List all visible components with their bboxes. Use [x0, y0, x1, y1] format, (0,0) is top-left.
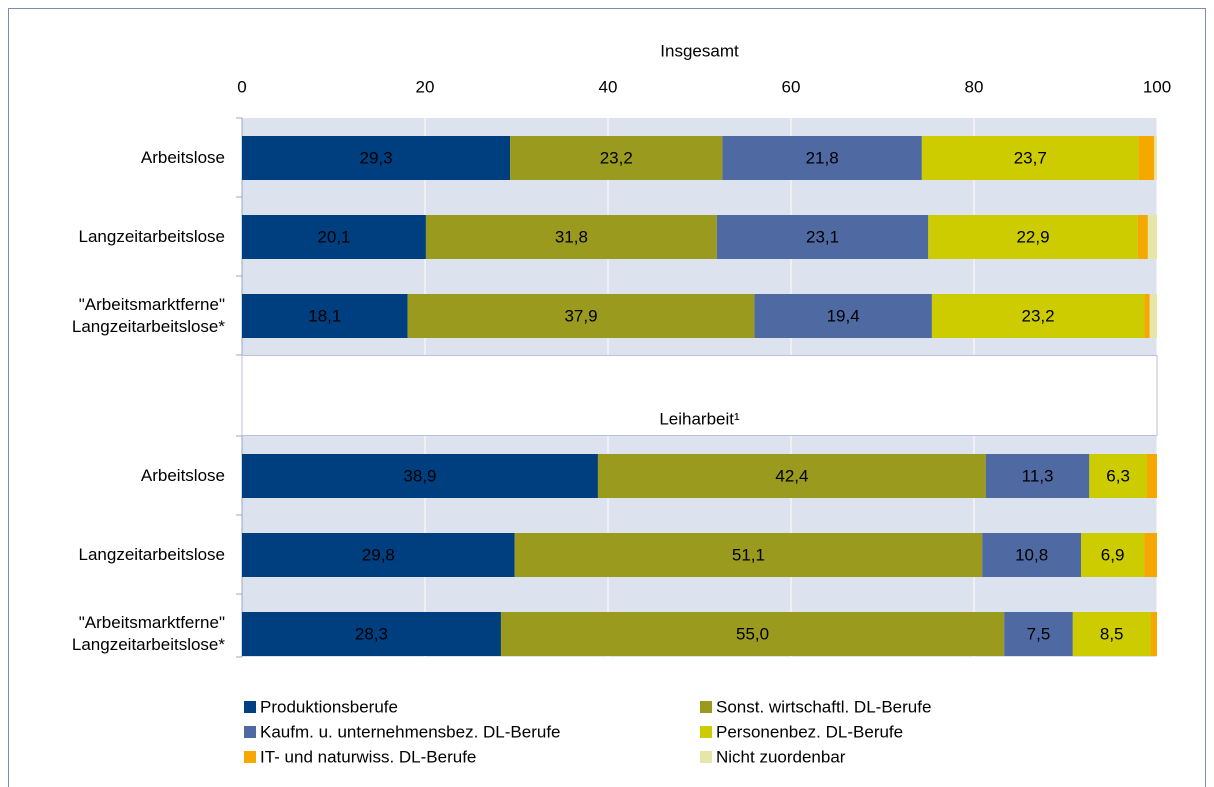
value-label: 20,1 — [317, 227, 350, 246]
legend-swatch — [700, 726, 712, 738]
y-tick-label: "Arbeitsmarktferne" Langzeitarbeitslose* — [71, 295, 225, 336]
value-label: 51,1 — [732, 545, 765, 564]
bar-segment: Produktionsberufe — [242, 533, 515, 577]
bar-segment: Kaufm. u. unternehmensbez. DL-Berufe — [985, 454, 1090, 498]
legend-label: Nicht zuordenbar — [716, 747, 846, 766]
bar-segment: Personenbez. DL-Berufe — [928, 215, 1138, 259]
value-label: 23,2 — [600, 148, 633, 167]
bar-segment: Nicht zuordenbar — [1149, 294, 1157, 338]
bar-segment: IT- und naturwiss. DL-Berufe — [1138, 136, 1155, 180]
value-label: 28,3 — [355, 624, 388, 643]
bar-segment: Produktionsberufe — [242, 612, 501, 656]
y-tick-label: Arbeitslose — [140, 148, 225, 167]
value-label: 23,1 — [806, 227, 839, 246]
x-tick-label: 60 — [782, 77, 801, 96]
bar-segment: Personenbez. DL-Berufe — [1072, 612, 1151, 656]
frame — [8, 8, 1206, 787]
bar-segment: IT- und naturwiss. DL-Berufe — [1137, 215, 1148, 259]
bar-segment: Nicht zuordenbar — [1147, 215, 1157, 259]
bar-segment: Sonst. wirtschaftl. DL-Berufe — [407, 294, 755, 338]
x-tick-label: 100 — [1143, 77, 1171, 96]
value-label: 31,8 — [555, 227, 588, 246]
x-tick-label: 40 — [599, 77, 618, 96]
legend-label: Personenbez. DL-Berufe — [716, 722, 903, 741]
value-label: 37,9 — [564, 306, 597, 325]
bar-segment: Produktionsberufe — [242, 215, 426, 259]
bar-segment: Produktionsberufe — [242, 294, 408, 338]
bar-segment: Kaufm. u. unternehmensbez. DL-Berufe — [754, 294, 932, 338]
bar-segment: Sonst. wirtschaftl. DL-Berufe — [500, 612, 1005, 656]
value-label: 8,5 — [1100, 624, 1124, 643]
value-label: 6,9 — [1101, 545, 1125, 564]
value-label: 38,9 — [403, 466, 436, 485]
legend-swatch — [244, 726, 256, 738]
value-label: 19,4 — [827, 306, 860, 325]
value-label: 23,7 — [1014, 148, 1047, 167]
value-label: 21,8 — [806, 148, 839, 167]
bar-segment: Sonst. wirtschaftl. DL-Berufe — [425, 215, 717, 259]
bar-segment: IT- und naturwiss. DL-Berufe — [1150, 612, 1157, 656]
value-label: 7,5 — [1027, 624, 1051, 643]
value-label: 11,3 — [1022, 466, 1054, 485]
value-label: 22,9 — [1016, 227, 1049, 246]
y-tick-label: "Arbeitsmarktferne" Langzeitarbeitslose* — [71, 613, 225, 654]
bar-segment: Sonst. wirtschaftl. DL-Berufe — [597, 454, 986, 498]
panel-title: Leiharbeit¹ — [659, 409, 740, 428]
bar-segment: IT- und naturwiss. DL-Berufe — [1144, 294, 1150, 338]
bar-segment: Kaufm. u. unternehmensbez. DL-Berufe — [1004, 612, 1073, 656]
bar-segment: Personenbez. DL-Berufe — [931, 294, 1145, 338]
bar-segment: Produktionsberufe — [242, 136, 511, 180]
x-tick-label: 80 — [965, 77, 984, 96]
bar-segment: Personenbez. DL-Berufe — [1089, 454, 1147, 498]
value-label: 6,3 — [1106, 466, 1130, 485]
x-tick-label: 0 — [237, 77, 246, 96]
legend-label: Produktionsberufe — [260, 697, 398, 716]
bar-segment: Kaufm. u. unternehmensbez. DL-Berufe — [722, 136, 922, 180]
y-tick-label: Langzeitarbeitslose — [78, 545, 225, 564]
panel-title: Insgesamt — [660, 41, 739, 60]
value-label: 23,2 — [1022, 306, 1055, 325]
value-label: 18,1 — [308, 306, 341, 325]
bar-segment: Personenbez. DL-Berufe — [1081, 533, 1145, 577]
bar-segment: Personenbez. DL-Berufe — [921, 136, 1139, 180]
legend-label: Kaufm. u. unternehmensbez. DL-Berufe — [260, 722, 561, 741]
legend-swatch — [700, 751, 712, 763]
bar-segment: Nicht zuordenbar — [1154, 136, 1157, 180]
bar-segment: IT- und naturwiss. DL-Berufe — [1144, 533, 1157, 577]
value-label: 29,3 — [360, 148, 393, 167]
y-tick-label: Langzeitarbeitslose — [78, 227, 225, 246]
bar-segment: Sonst. wirtschaftl. DL-Berufe — [510, 136, 723, 180]
value-label: 55,0 — [736, 624, 769, 643]
value-label: 29,8 — [362, 545, 395, 564]
legend-label: Sonst. wirtschaftl. DL-Berufe — [716, 697, 931, 716]
value-label: 10,8 — [1015, 545, 1048, 564]
value-label: 42,4 — [775, 466, 808, 485]
legend-swatch — [244, 701, 256, 713]
bar-segment: Kaufm. u. unternehmensbez. DL-Berufe — [716, 215, 929, 259]
y-tick-label: Arbeitslose — [140, 466, 225, 485]
separator-box — [241, 355, 1158, 436]
bar-segment: Kaufm. u. unternehmensbez. DL-Berufe — [982, 533, 1082, 577]
legend-swatch — [700, 701, 712, 713]
x-tick-label: 20 — [416, 77, 435, 96]
legend-swatch — [244, 751, 256, 763]
legend-label: IT- und naturwiss. DL-Berufe — [260, 747, 476, 766]
bar-segment: Sonst. wirtschaftl. DL-Berufe — [514, 533, 983, 577]
bar-segment: IT- und naturwiss. DL-Berufe — [1146, 454, 1157, 498]
bar-segment: Produktionsberufe — [242, 454, 598, 498]
